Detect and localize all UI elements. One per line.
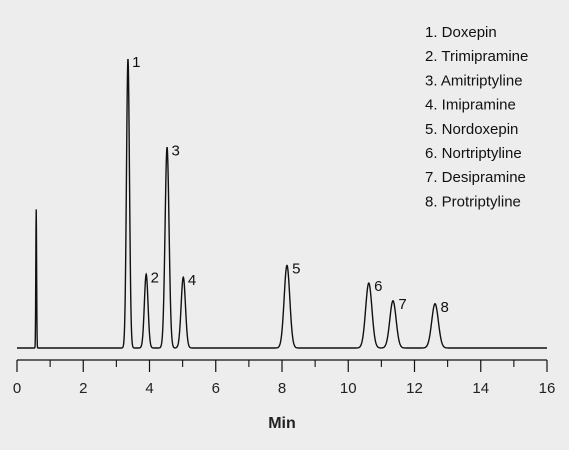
legend-entry: 5. Nordoxepin (425, 121, 518, 138)
x-tick-label: 14 (472, 380, 489, 397)
x-tick-label: 10 (340, 380, 357, 397)
legend: 1. Doxepin 2. Trimipramine 3. Amitriptylin… (425, 24, 528, 210)
x-tick-label: 6 (212, 380, 220, 397)
x-tick-label: 0 (13, 380, 21, 397)
peak-label: 2 (151, 269, 159, 286)
x-tick-label: 4 (145, 380, 153, 397)
peak-labels: 1 2 3 4 5 67 8 (132, 54, 449, 316)
peak-label: 8 (441, 299, 449, 316)
peak-label: 5 (292, 260, 300, 277)
peak-label: 1 (132, 54, 140, 71)
x-tick-label: 12 (406, 380, 423, 397)
legend-entry: 3. Amitriptyline (425, 72, 523, 89)
legend-entry: 6. Nortriptyline (425, 145, 522, 162)
x-axis-tick-labels: 0 2 4 6 8 10 12 14 16 (13, 380, 556, 397)
peak-label: 7 (398, 296, 406, 313)
x-tick-label: 8 (278, 380, 286, 397)
x-axis-title: Min (268, 415, 296, 432)
x-tick-label: 16 (539, 380, 556, 397)
legend-entry: 7. Desipramine (425, 169, 526, 186)
x-axis-ticks (16, 360, 548, 372)
peak-label: 3 (172, 142, 180, 159)
legend-entry: 1. Doxepin (425, 24, 497, 41)
legend-entry: 4. Imipramine (425, 97, 516, 114)
signal-trace (17, 58, 547, 349)
peak-label: 6 (374, 278, 382, 295)
peak-label: 4 (188, 272, 196, 289)
legend-entry: 2. Trimipramine (425, 48, 528, 65)
x-tick-label: 2 (79, 380, 87, 397)
legend-entry: 8. Protriptyline (425, 193, 521, 210)
